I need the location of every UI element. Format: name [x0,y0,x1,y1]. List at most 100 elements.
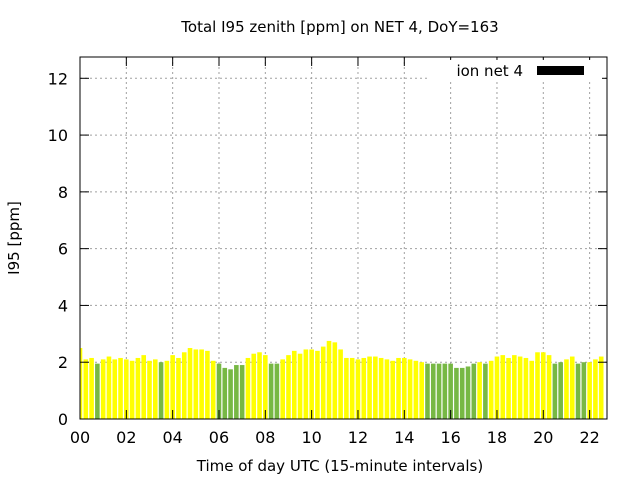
x-tick-label: 00 [70,428,90,447]
bar [176,357,181,419]
bar [494,356,500,419]
bar [280,359,285,419]
bar [338,349,343,419]
bar [118,357,123,419]
bar-series [80,340,604,419]
bar [147,360,152,419]
legend-swatch [537,66,584,75]
bar [245,357,251,419]
chart-title: Total I95 zenith [ppm] on NET 4, DoY=163 [180,18,498,36]
bar [413,360,419,419]
bar [199,349,204,419]
bar [384,359,390,419]
bar [158,362,164,419]
bar [257,352,262,419]
bar [124,359,129,419]
bar [263,355,268,419]
bar [459,367,465,419]
bar [164,360,170,419]
bar [425,363,430,419]
bar [234,365,239,419]
bar [326,340,332,419]
bar [297,353,303,419]
bar [315,350,320,419]
bar [152,359,158,419]
bar [112,359,118,419]
bar [106,356,112,419]
y-tick-label: 12 [48,69,68,88]
bar [529,360,535,419]
bar [430,363,436,419]
bar [396,357,401,419]
bar [587,362,592,419]
bar [274,363,280,419]
bar [83,359,89,419]
x-tick-label: 10 [301,428,321,447]
bar [210,360,216,419]
x-tick-label: 02 [116,428,136,447]
bar [378,357,384,419]
bar [535,352,540,419]
y-tick-label: 2 [58,353,68,372]
bar [448,363,453,419]
bar [344,357,349,419]
y-tick-label: 0 [58,410,68,429]
bar [95,363,100,419]
bar [541,352,546,419]
bar [471,363,477,419]
y-tick-label: 8 [58,183,68,202]
x-tick-label: 12 [348,428,368,447]
bar [558,362,563,419]
bar [407,359,413,419]
x-tick-label: 06 [209,428,229,447]
bar [512,355,517,419]
bar [100,359,106,419]
bar [436,363,442,419]
x-tick-label: 04 [162,428,182,447]
bar [367,356,372,419]
x-tick-label: 08 [255,428,275,447]
x-tick-label: 16 [440,428,460,447]
bar [135,357,141,419]
bar [564,359,569,419]
y-axis-label: I95 [ppm] [5,201,23,275]
bar [291,350,297,419]
bar [228,369,233,419]
bar [332,342,338,419]
bar [598,356,604,419]
bar [506,357,511,419]
bar [355,359,361,419]
bar [523,357,529,419]
bar [205,350,210,419]
x-axis-label: Time of day UTC (15-minute intervals) [196,457,483,475]
bar [569,356,575,419]
x-tick-label: 22 [579,428,599,447]
bar [454,367,459,419]
bar [303,349,309,419]
bar [546,355,552,419]
bar [251,353,257,419]
bar [419,362,424,419]
y-tick-label: 6 [58,240,68,259]
bar [373,356,378,419]
bar [483,363,488,419]
bar [181,352,187,419]
bar [141,355,146,419]
bar [593,359,598,419]
bar [442,363,448,419]
bar [193,349,199,419]
plot-frame [79,56,608,420]
legend-label: ion net 4 [456,62,523,80]
bar [477,362,482,419]
bar [361,357,367,419]
bar [349,357,355,419]
bar [309,349,314,419]
bar [500,355,506,419]
x-tick-label: 20 [533,428,553,447]
bar [465,366,471,419]
bar [552,363,558,419]
bar [222,367,228,419]
bar [517,356,523,419]
